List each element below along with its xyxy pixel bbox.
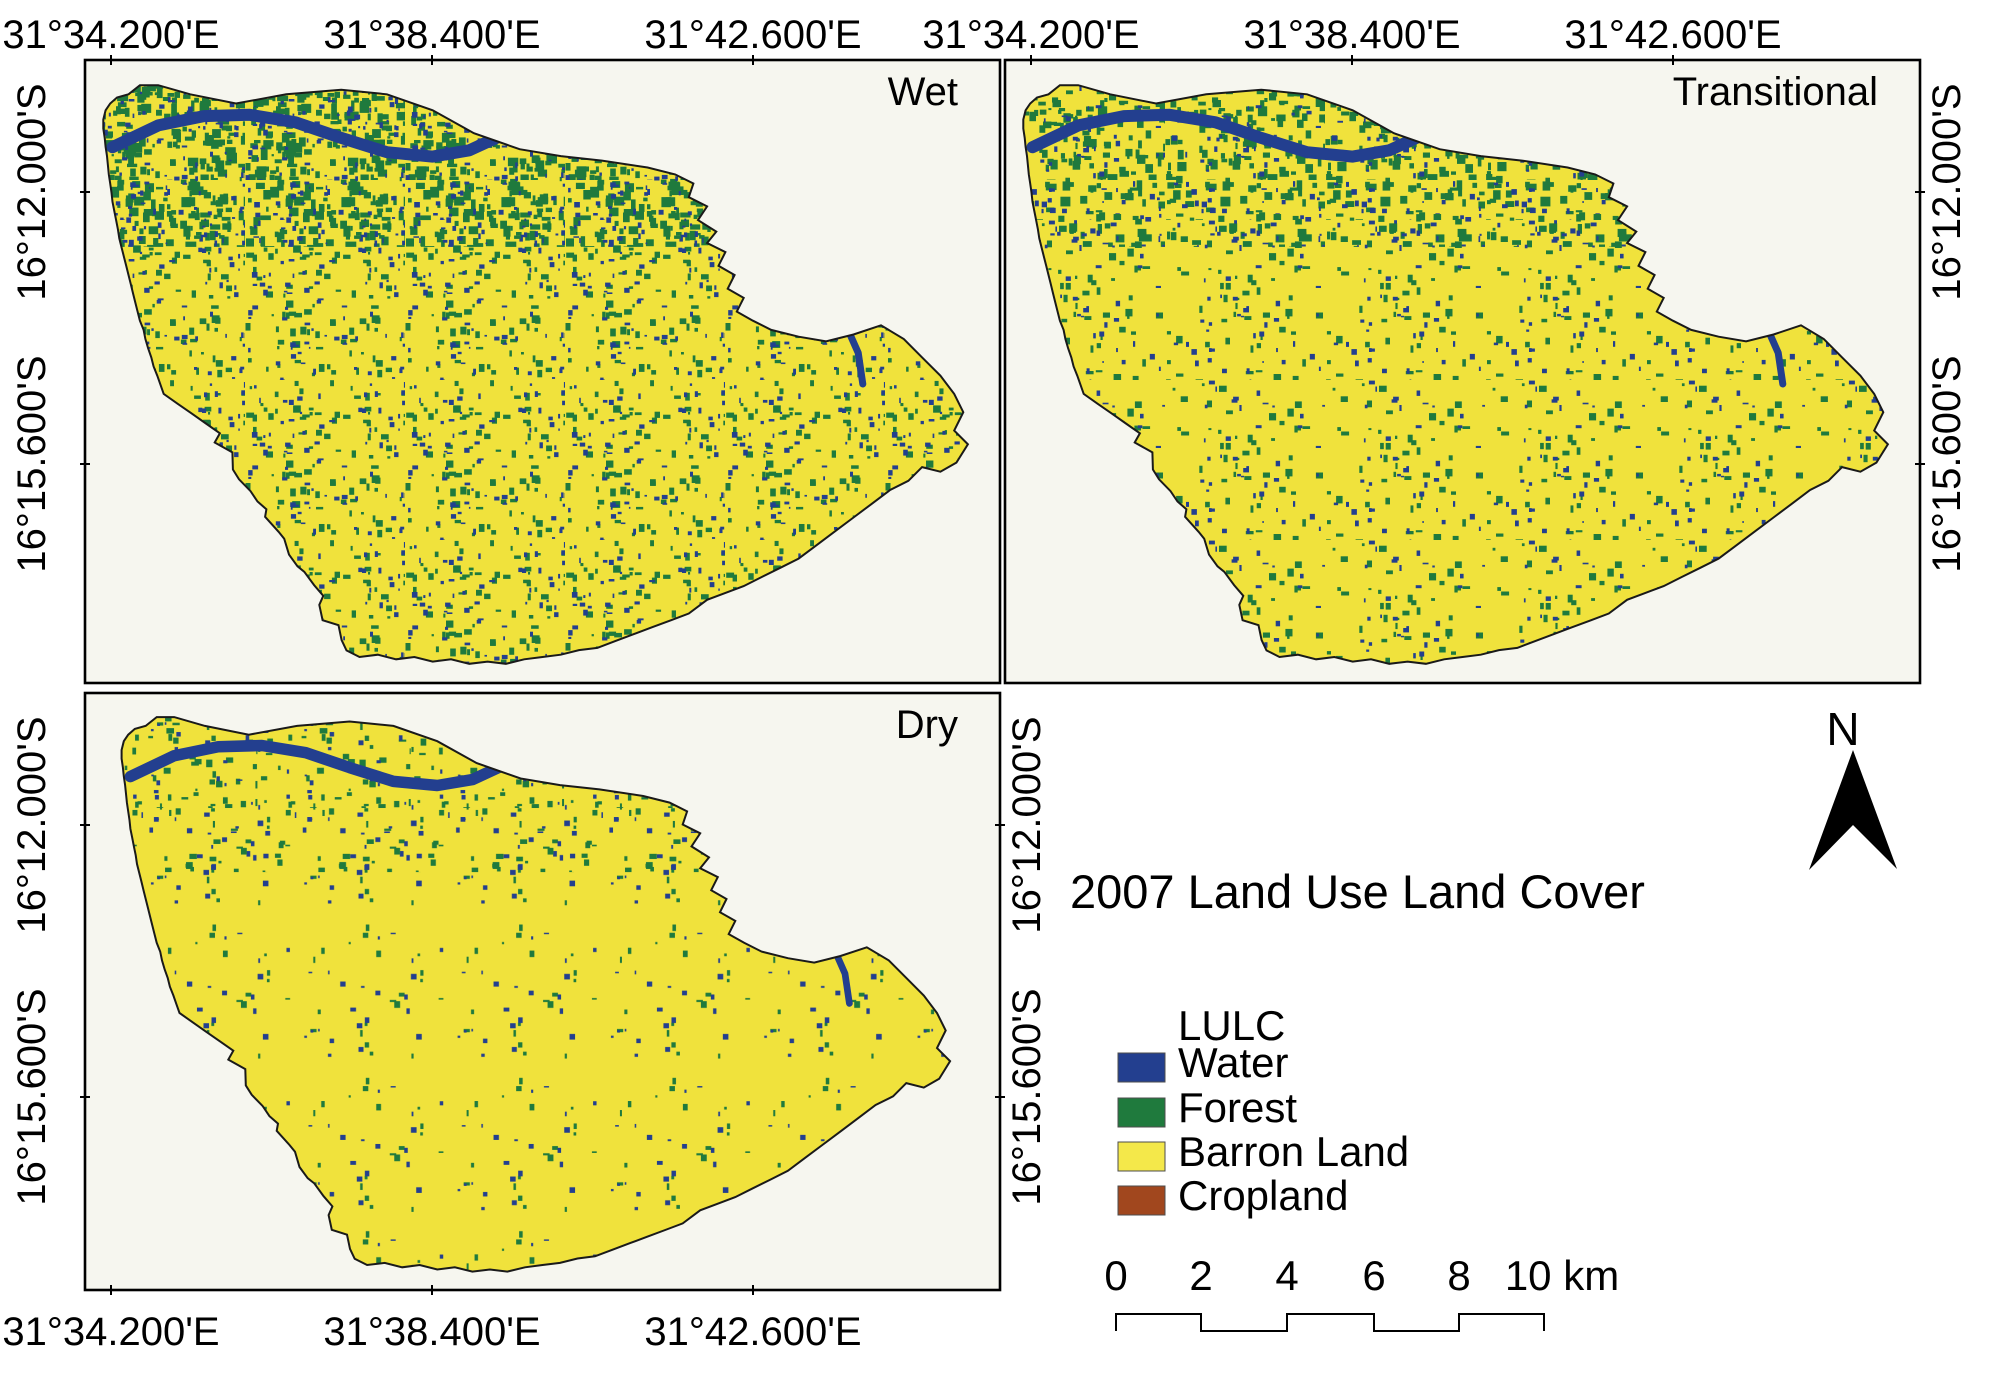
svg-text:N: N — [1826, 703, 1859, 755]
svg-text:Wet: Wet — [888, 70, 958, 114]
svg-text:2: 2 — [1189, 1252, 1212, 1299]
svg-text:31°34.200'E: 31°34.200'E — [2, 1310, 219, 1354]
svg-text:2007 Land Use Land Cover: 2007 Land Use Land Cover — [1070, 865, 1645, 918]
svg-text:31°38.400'E: 31°38.400'E — [323, 13, 540, 57]
svg-text:Water: Water — [1178, 1039, 1288, 1086]
svg-text:31°42.600'E: 31°42.600'E — [1564, 13, 1781, 57]
svg-text:Forest: Forest — [1178, 1084, 1297, 1131]
svg-text:4: 4 — [1275, 1252, 1298, 1299]
svg-text:16°15.600'S: 16°15.600'S — [1005, 988, 1049, 1205]
svg-text:Dry: Dry — [896, 703, 958, 747]
svg-text:6: 6 — [1362, 1252, 1385, 1299]
svg-text:16°15.600'S: 16°15.600'S — [1925, 355, 1969, 572]
svg-text:31°38.400'E: 31°38.400'E — [323, 1310, 540, 1354]
svg-text:0: 0 — [1104, 1252, 1127, 1299]
svg-text:31°38.400'E: 31°38.400'E — [1243, 13, 1460, 57]
svg-text:Transitional: Transitional — [1673, 70, 1878, 114]
svg-text:10 km: 10 km — [1505, 1252, 1619, 1299]
svg-text:16°15.600'S: 16°15.600'S — [10, 988, 54, 1205]
svg-text:16°12.000'S: 16°12.000'S — [10, 716, 54, 933]
svg-text:31°34.200'E: 31°34.200'E — [922, 13, 1139, 57]
svg-text:31°42.600'E: 31°42.600'E — [644, 1310, 861, 1354]
svg-text:31°34.200'E: 31°34.200'E — [2, 13, 219, 57]
svg-text:31°42.600'E: 31°42.600'E — [644, 13, 861, 57]
svg-text:16°12.000'S: 16°12.000'S — [10, 83, 54, 300]
svg-text:16°12.000'S: 16°12.000'S — [1925, 83, 1969, 300]
svg-text:16°15.600'S: 16°15.600'S — [10, 355, 54, 572]
svg-text:Barron Land: Barron Land — [1178, 1128, 1409, 1175]
svg-text:16°12.000'S: 16°12.000'S — [1005, 716, 1049, 933]
svg-text:Cropland: Cropland — [1178, 1172, 1348, 1219]
svg-text:8: 8 — [1447, 1252, 1470, 1299]
